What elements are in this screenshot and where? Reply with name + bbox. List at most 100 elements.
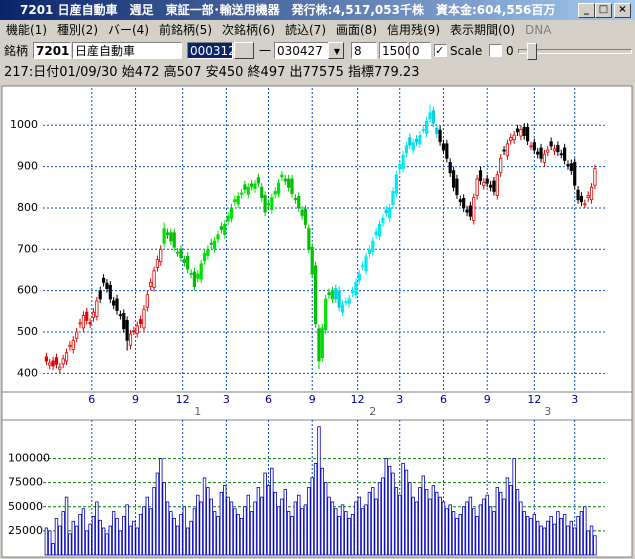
candle-body xyxy=(411,142,415,151)
menu-item[interactable]: 次銘柄(6) xyxy=(222,23,275,37)
candle-body xyxy=(293,198,297,201)
candle-body xyxy=(337,290,341,308)
menu-item[interactable]: 種別(2) xyxy=(57,23,98,37)
volume-bar xyxy=(155,472,160,556)
candle-body xyxy=(320,327,324,359)
candle-body xyxy=(159,248,163,263)
candle-body xyxy=(425,120,429,134)
candle-body xyxy=(492,180,496,192)
volume-bar xyxy=(340,504,345,556)
volume-bar xyxy=(418,487,422,556)
candle-body xyxy=(488,184,493,188)
volume-bar xyxy=(152,487,156,556)
candle-body xyxy=(165,232,170,236)
candle-body xyxy=(266,203,271,206)
volume-bar xyxy=(593,535,597,556)
candle-body xyxy=(455,178,459,196)
volume-bar xyxy=(374,498,378,556)
code-input[interactable]: 7201 xyxy=(33,42,71,59)
volume-bar xyxy=(44,527,49,556)
volume-bar xyxy=(229,501,234,556)
candle-body xyxy=(529,145,533,148)
menu-item[interactable]: バー(4) xyxy=(108,23,149,37)
field-input[interactable]: 8 xyxy=(351,42,377,59)
combo-arrow[interactable]: ▼ xyxy=(328,42,344,59)
candle-body xyxy=(509,137,513,141)
candle-body xyxy=(576,189,580,201)
candle-body xyxy=(525,126,530,142)
spinner[interactable] xyxy=(234,42,254,59)
volume-bar xyxy=(297,494,301,556)
volume-bar xyxy=(263,472,267,556)
candle-body xyxy=(155,259,160,268)
slider-thumb[interactable] xyxy=(527,43,537,60)
volume-bar xyxy=(91,516,96,556)
menu-item[interactable]: 表示期間(0) xyxy=(450,23,515,37)
volume-bar xyxy=(461,506,466,556)
volume-bar xyxy=(310,477,314,556)
y-tick-label: 800 xyxy=(17,201,38,214)
scale-checkbox[interactable]: ✓ xyxy=(434,44,447,57)
candle-body xyxy=(344,301,348,303)
candle-body xyxy=(388,207,392,219)
candle-body xyxy=(542,153,547,163)
volume-bar xyxy=(509,485,513,556)
y-tick-label: 25000 xyxy=(8,524,43,537)
candle-body xyxy=(290,178,294,194)
volume-bar xyxy=(535,520,540,556)
volume-bar xyxy=(414,501,419,556)
candle-body xyxy=(377,224,382,237)
volume-bar xyxy=(542,527,547,556)
minimize-button[interactable]: _ xyxy=(578,3,595,18)
menu-item[interactable]: DNA xyxy=(525,23,552,37)
candle-body xyxy=(589,186,594,201)
dash-button[interactable]: 一 xyxy=(259,44,272,58)
volume-bar xyxy=(81,508,86,556)
maximize-button[interactable]: □ xyxy=(595,3,612,18)
volume-bar xyxy=(266,485,271,556)
candle-body xyxy=(236,195,240,205)
volume-bar xyxy=(394,487,399,556)
y-tick-label: 75000 xyxy=(8,476,43,489)
checkbox[interactable] xyxy=(489,44,502,57)
volume-bar xyxy=(475,516,479,556)
volume-bar xyxy=(125,504,129,556)
candle-body xyxy=(202,253,207,261)
date-combo[interactable]: 030427 xyxy=(274,42,344,59)
candle-body xyxy=(465,209,469,213)
volume-bar xyxy=(398,494,402,556)
volume-bar xyxy=(525,516,530,556)
menu-item[interactable]: 画面(8) xyxy=(336,23,377,37)
name-input[interactable]: 日産自動車 xyxy=(72,42,182,59)
candle-body xyxy=(233,199,237,203)
menu-item[interactable]: 読込(7) xyxy=(285,23,326,37)
candle-body xyxy=(263,195,267,213)
menu-item[interactable]: 機能(1) xyxy=(6,23,47,37)
field-input[interactable]: 0 xyxy=(409,42,431,59)
check-label: 0 xyxy=(506,44,514,58)
candle-body xyxy=(98,290,102,300)
close-button[interactable]: × xyxy=(614,3,631,18)
candle-body xyxy=(478,170,483,182)
x-tick-label: 12 xyxy=(351,393,365,406)
volume-bar xyxy=(482,498,486,556)
menu-item[interactable]: 前銘柄(5) xyxy=(159,23,212,37)
date-input[interactable]: 000312 xyxy=(187,42,236,59)
volume-bar xyxy=(428,498,432,556)
volume-bar xyxy=(159,458,163,556)
volume-bar xyxy=(243,506,247,556)
volume-bar xyxy=(451,511,456,556)
x-tick-label: 9 xyxy=(484,393,491,406)
candle-body xyxy=(418,135,422,145)
volume-bar xyxy=(51,543,55,556)
candle-body xyxy=(559,153,563,156)
candle-body xyxy=(384,209,388,214)
volume-bar xyxy=(498,491,503,556)
menu-item[interactable]: 信用残(9) xyxy=(387,23,440,37)
field-input[interactable]: 1500 xyxy=(379,42,413,59)
candle-body xyxy=(95,300,99,317)
volume-bar xyxy=(78,514,82,556)
volume-bar xyxy=(226,496,230,556)
volume-bar xyxy=(169,511,173,556)
x-tick-label: 9 xyxy=(132,393,139,406)
